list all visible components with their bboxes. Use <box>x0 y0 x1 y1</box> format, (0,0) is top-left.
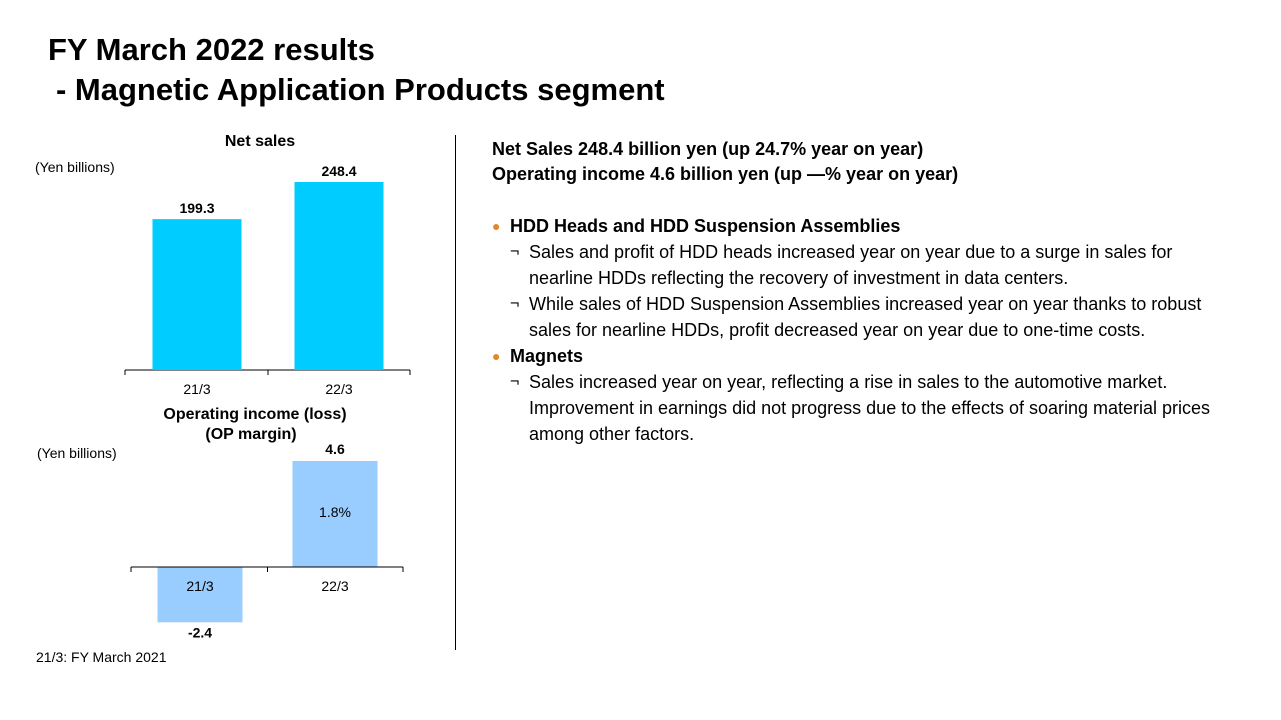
summary-net-sales: Net Sales 248.4 billion yen (up 24.7% ye… <box>492 139 924 159</box>
op-income-category-label: 22/3 <box>321 578 348 594</box>
page-title: FY March 2022 results - Magnetic Applica… <box>48 30 665 110</box>
section-magnets: ● Magnets ¬ Sales increased year on year… <box>492 344 1232 447</box>
charts-canvas: 199.3 21/3 248.4 22/3 -2.4 21/3 4.6 22/3 1.8% <box>124 163 411 640</box>
circle-bullet-icon: ● <box>492 218 501 234</box>
op-income-category-label: 21/3 <box>186 578 213 594</box>
op-income-value-label: 4.6 <box>325 441 345 457</box>
section-heading-text: HDD Heads and HDD Suspension Assemblies <box>510 216 901 236</box>
page-title-line2: - Magnetic Application Products segment <box>56 72 665 107</box>
op-income-chart-title-line1: Operating income (loss) <box>163 406 347 423</box>
net-sales-bar <box>294 182 384 370</box>
op-income-chart-title-line2: (OP margin) <box>205 426 297 443</box>
op-income-chart: -2.4 21/3 4.6 22/3 1.8% <box>130 441 404 640</box>
segment-details: ● HDD Heads and HDD Suspension Assemblie… <box>492 214 1232 447</box>
list-item: ¬ Sales and profit of HDD heads increase… <box>510 239 1232 291</box>
op-income-unit-label: (Yen billions) <box>37 445 117 461</box>
list-item-text: Sales increased year on year, reflecting… <box>529 372 1211 444</box>
not-sign-bullet-icon: ¬ <box>510 373 520 390</box>
net-sales-unit-label: (Yen billions) <box>35 159 115 175</box>
section-heading: ● Magnets <box>492 344 1232 369</box>
list-item-text: While sales of HDD Suspension Assemblies… <box>529 294 1202 340</box>
net-sales-value-label: 199.3 <box>179 200 214 216</box>
list-item-text: Sales and profit of HDD heads increased … <box>529 242 1173 288</box>
section-hdd: ● HDD Heads and HDD Suspension Assemblie… <box>492 214 1232 343</box>
not-sign-bullet-icon: ¬ <box>510 295 520 312</box>
vertical-divider <box>455 135 456 650</box>
net-sales-value-label: 248.4 <box>321 163 356 179</box>
circle-bullet-icon: ● <box>492 348 501 364</box>
not-sign-bullet-icon: ¬ <box>510 243 520 260</box>
summary-block: Net Sales 248.4 billion yen (up 24.7% ye… <box>492 137 958 187</box>
net-sales-category-label: 21/3 <box>183 381 210 397</box>
net-sales-chart-title: Net sales <box>224 133 296 150</box>
op-income-chart-title: Operating income (loss) (OP margin) <box>130 405 380 445</box>
net-sales-category-label: 22/3 <box>325 381 352 397</box>
net-sales-bar <box>152 219 242 370</box>
op-income-bar <box>292 461 378 567</box>
op-income-bar <box>157 567 243 623</box>
page-title-line1: FY March 2022 results <box>48 32 375 67</box>
list-item: ¬ While sales of HDD Suspension Assembli… <box>510 291 1232 343</box>
section-heading: ● HDD Heads and HDD Suspension Assemblie… <box>492 214 1232 239</box>
section-heading-text: Magnets <box>510 346 584 366</box>
summary-operating-income: Operating income 4.6 billion yen (up —% … <box>492 164 959 184</box>
list-item: ¬ Sales increased year on year, reflecti… <box>510 369 1232 447</box>
net-sales-chart: 199.3 21/3 248.4 22/3 <box>124 163 411 397</box>
footnote: 21/3: FY March 2021 <box>36 649 167 665</box>
op-margin-label: 1.8% <box>319 504 351 520</box>
op-income-value-label: -2.4 <box>188 624 212 640</box>
